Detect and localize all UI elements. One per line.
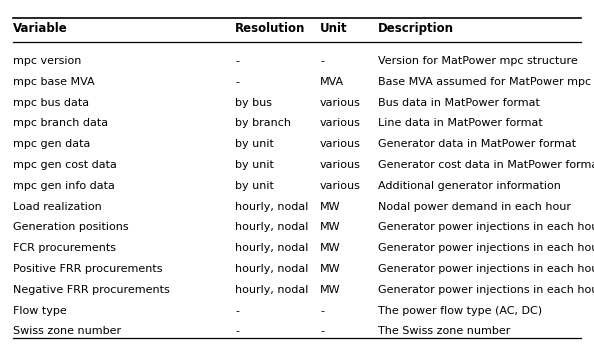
Text: Positive FRR procurements: Positive FRR procurements (13, 264, 163, 274)
Text: Swiss zone number: Swiss zone number (13, 326, 121, 336)
Text: Generator data in MatPower format: Generator data in MatPower format (378, 139, 576, 149)
Text: mpc gen info data: mpc gen info data (13, 181, 115, 191)
Text: Generator power injections in each hour: Generator power injections in each hour (378, 223, 594, 233)
Text: Generation positions: Generation positions (13, 223, 129, 233)
Text: -: - (235, 306, 239, 316)
Text: by branch: by branch (235, 118, 291, 128)
Text: Flow type: Flow type (13, 306, 67, 316)
Text: Generator power injections in each hour: Generator power injections in each hour (378, 285, 594, 295)
Text: MVA: MVA (320, 77, 344, 87)
Text: by unit: by unit (235, 139, 274, 149)
Text: mpc bus data: mpc bus data (13, 98, 89, 108)
Text: MW: MW (320, 243, 340, 253)
Text: Variable: Variable (13, 22, 68, 35)
Text: Base MVA assumed for MatPower mpc: Base MVA assumed for MatPower mpc (378, 77, 591, 87)
Text: Generator power injections in each hour: Generator power injections in each hour (378, 243, 594, 253)
Text: by bus: by bus (235, 98, 272, 108)
Text: Description: Description (378, 22, 454, 35)
Text: various: various (320, 181, 361, 191)
Text: hourly, nodal: hourly, nodal (235, 264, 308, 274)
Text: mpc branch data: mpc branch data (13, 118, 108, 128)
Text: Negative FRR procurements: Negative FRR procurements (13, 285, 170, 295)
Text: -: - (235, 326, 239, 336)
Text: various: various (320, 160, 361, 170)
Text: Load realization: Load realization (13, 201, 102, 211)
Text: Additional generator information: Additional generator information (378, 181, 561, 191)
Text: Generator power injections in each hour: Generator power injections in each hour (378, 264, 594, 274)
Text: The power flow type (AC, DC): The power flow type (AC, DC) (378, 306, 542, 316)
Text: by unit: by unit (235, 160, 274, 170)
Text: MW: MW (320, 223, 340, 233)
Text: MW: MW (320, 201, 340, 211)
Text: mpc version: mpc version (13, 56, 81, 66)
Text: various: various (320, 139, 361, 149)
Text: hourly, nodal: hourly, nodal (235, 201, 308, 211)
Text: various: various (320, 98, 361, 108)
Text: hourly, nodal: hourly, nodal (235, 285, 308, 295)
Text: Unit: Unit (320, 22, 347, 35)
Text: The Swiss zone number: The Swiss zone number (378, 326, 510, 336)
Text: -: - (320, 56, 324, 66)
Text: -: - (235, 56, 239, 66)
Text: mpc base MVA: mpc base MVA (13, 77, 94, 87)
Text: Nodal power demand in each hour: Nodal power demand in each hour (378, 201, 571, 211)
Text: various: various (320, 118, 361, 128)
Text: -: - (235, 77, 239, 87)
Text: mpc gen cost data: mpc gen cost data (13, 160, 117, 170)
Text: Bus data in MatPower format: Bus data in MatPower format (378, 98, 540, 108)
Text: hourly, nodal: hourly, nodal (235, 223, 308, 233)
Text: Version for MatPower mpc structure: Version for MatPower mpc structure (378, 56, 578, 66)
Text: hourly, nodal: hourly, nodal (235, 243, 308, 253)
Text: Line data in MatPower format: Line data in MatPower format (378, 118, 543, 128)
Text: MW: MW (320, 285, 340, 295)
Text: MW: MW (320, 264, 340, 274)
Text: Generator cost data in MatPower format: Generator cost data in MatPower format (378, 160, 594, 170)
Text: mpc gen data: mpc gen data (13, 139, 90, 149)
Text: -: - (320, 326, 324, 336)
Text: by unit: by unit (235, 181, 274, 191)
Text: FCR procurements: FCR procurements (13, 243, 116, 253)
Text: -: - (320, 306, 324, 316)
Text: Resolution: Resolution (235, 22, 305, 35)
